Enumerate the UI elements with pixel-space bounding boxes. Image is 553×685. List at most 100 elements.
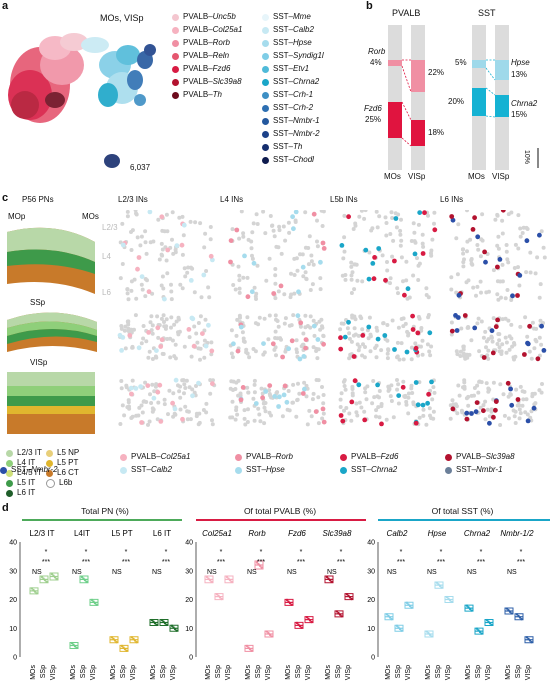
background-cell	[195, 340, 200, 345]
interneuron-cell	[129, 391, 134, 397]
background-cell	[231, 283, 236, 287]
background-cell	[466, 403, 471, 408]
x-tick-label: SSp	[80, 665, 87, 678]
y-tick-label: 20	[9, 597, 17, 604]
interneuron-cell	[425, 400, 430, 406]
background-cell	[162, 229, 167, 234]
background-cell	[197, 411, 202, 416]
background-cell	[273, 329, 278, 334]
background-cell	[341, 256, 346, 261]
background-cell	[126, 322, 131, 327]
panel-d-letter: d	[2, 502, 9, 514]
legend-text: L6b	[59, 478, 73, 487]
legend-gene: Mme	[293, 12, 311, 21]
background-cell	[185, 417, 190, 422]
background-cell	[428, 413, 432, 418]
background-cell	[245, 315, 250, 320]
background-cell	[343, 387, 348, 392]
background-cell	[502, 413, 507, 418]
interneuron-cell	[372, 255, 377, 260]
background-cell	[122, 328, 127, 333]
legend-text: L5 IT	[17, 478, 36, 487]
interneuron-cell	[293, 210, 299, 215]
background-cell	[385, 323, 390, 327]
interneuron-cell	[376, 246, 382, 251]
background-cell	[183, 404, 188, 409]
umap-plot	[8, 33, 156, 168]
in-legend-item: SST– Nmbr-2	[0, 465, 58, 475]
background-cell	[192, 390, 197, 395]
legend-text: PVALB–	[183, 51, 213, 60]
background-cell	[209, 352, 214, 357]
background-cell	[465, 210, 469, 213]
y-tick-label: 0	[189, 655, 193, 662]
background-cell	[495, 212, 500, 217]
background-cell	[164, 212, 169, 217]
background-cell	[512, 266, 517, 270]
interneuron-cell	[366, 324, 372, 330]
interneuron-cell	[261, 341, 266, 346]
interneuron-cell	[311, 211, 317, 217]
d-group-title-sst: Of total SST (%)	[431, 506, 494, 516]
box-point	[510, 612, 513, 615]
background-cell	[259, 386, 264, 391]
legend-text: SST–	[273, 77, 294, 86]
pn-legend-item: L6 IT	[6, 488, 35, 498]
background-cell	[514, 387, 519, 392]
legend-text: L5 PT	[57, 458, 79, 467]
background-cell	[518, 324, 523, 329]
background-cell	[364, 397, 369, 402]
background-cell	[183, 274, 188, 279]
legend-swatch	[6, 449, 13, 457]
interneuron-cell	[300, 264, 306, 270]
box-point	[160, 618, 164, 622]
sig-label: NS	[247, 569, 257, 576]
background-cell	[309, 259, 314, 264]
background-cell	[168, 336, 173, 341]
x-tick-label: VISp	[225, 665, 232, 680]
background-cell	[305, 422, 310, 427]
background-cell	[354, 401, 359, 406]
background-cell	[173, 250, 178, 255]
box-point	[488, 622, 492, 625]
background-cell	[144, 251, 149, 256]
background-cell	[275, 336, 280, 341]
box-point	[207, 577, 210, 580]
background-cell	[178, 282, 183, 287]
background-cell	[242, 416, 247, 421]
c-pn-title: P56 PNs	[22, 195, 54, 204]
box-point	[295, 621, 299, 625]
interneuron-cell	[136, 345, 142, 351]
background-cell	[349, 277, 354, 282]
interneuron-cell	[298, 320, 304, 326]
background-cell	[187, 335, 192, 340]
background-cell	[320, 416, 325, 421]
interneuron-cell	[179, 242, 185, 248]
legend-text: L5 NP	[57, 448, 80, 457]
background-cell	[315, 244, 320, 249]
background-cell	[294, 338, 299, 343]
interneuron-cell	[165, 247, 171, 253]
legend-gene: Calb2	[293, 25, 314, 34]
box-point	[270, 635, 273, 638]
interneuron-cell	[464, 416, 470, 422]
background-cell	[399, 341, 404, 346]
interneuron-cell	[505, 380, 511, 386]
sig-label: *	[165, 549, 168, 556]
background-cell	[529, 356, 534, 361]
background-cell	[143, 380, 148, 385]
background-cell	[182, 391, 186, 396]
background-cell	[306, 246, 311, 250]
box-point	[163, 622, 167, 625]
background-cell	[449, 332, 454, 337]
background-cell	[297, 391, 302, 396]
box-point	[208, 578, 212, 582]
box-point	[385, 613, 389, 616]
background-cell	[372, 395, 377, 400]
background-cell	[478, 279, 483, 284]
background-cell	[469, 261, 474, 266]
background-cell	[396, 212, 401, 217]
background-cell	[479, 237, 484, 242]
legend-gene: Slc39a8	[485, 452, 515, 461]
background-cell	[458, 349, 463, 354]
